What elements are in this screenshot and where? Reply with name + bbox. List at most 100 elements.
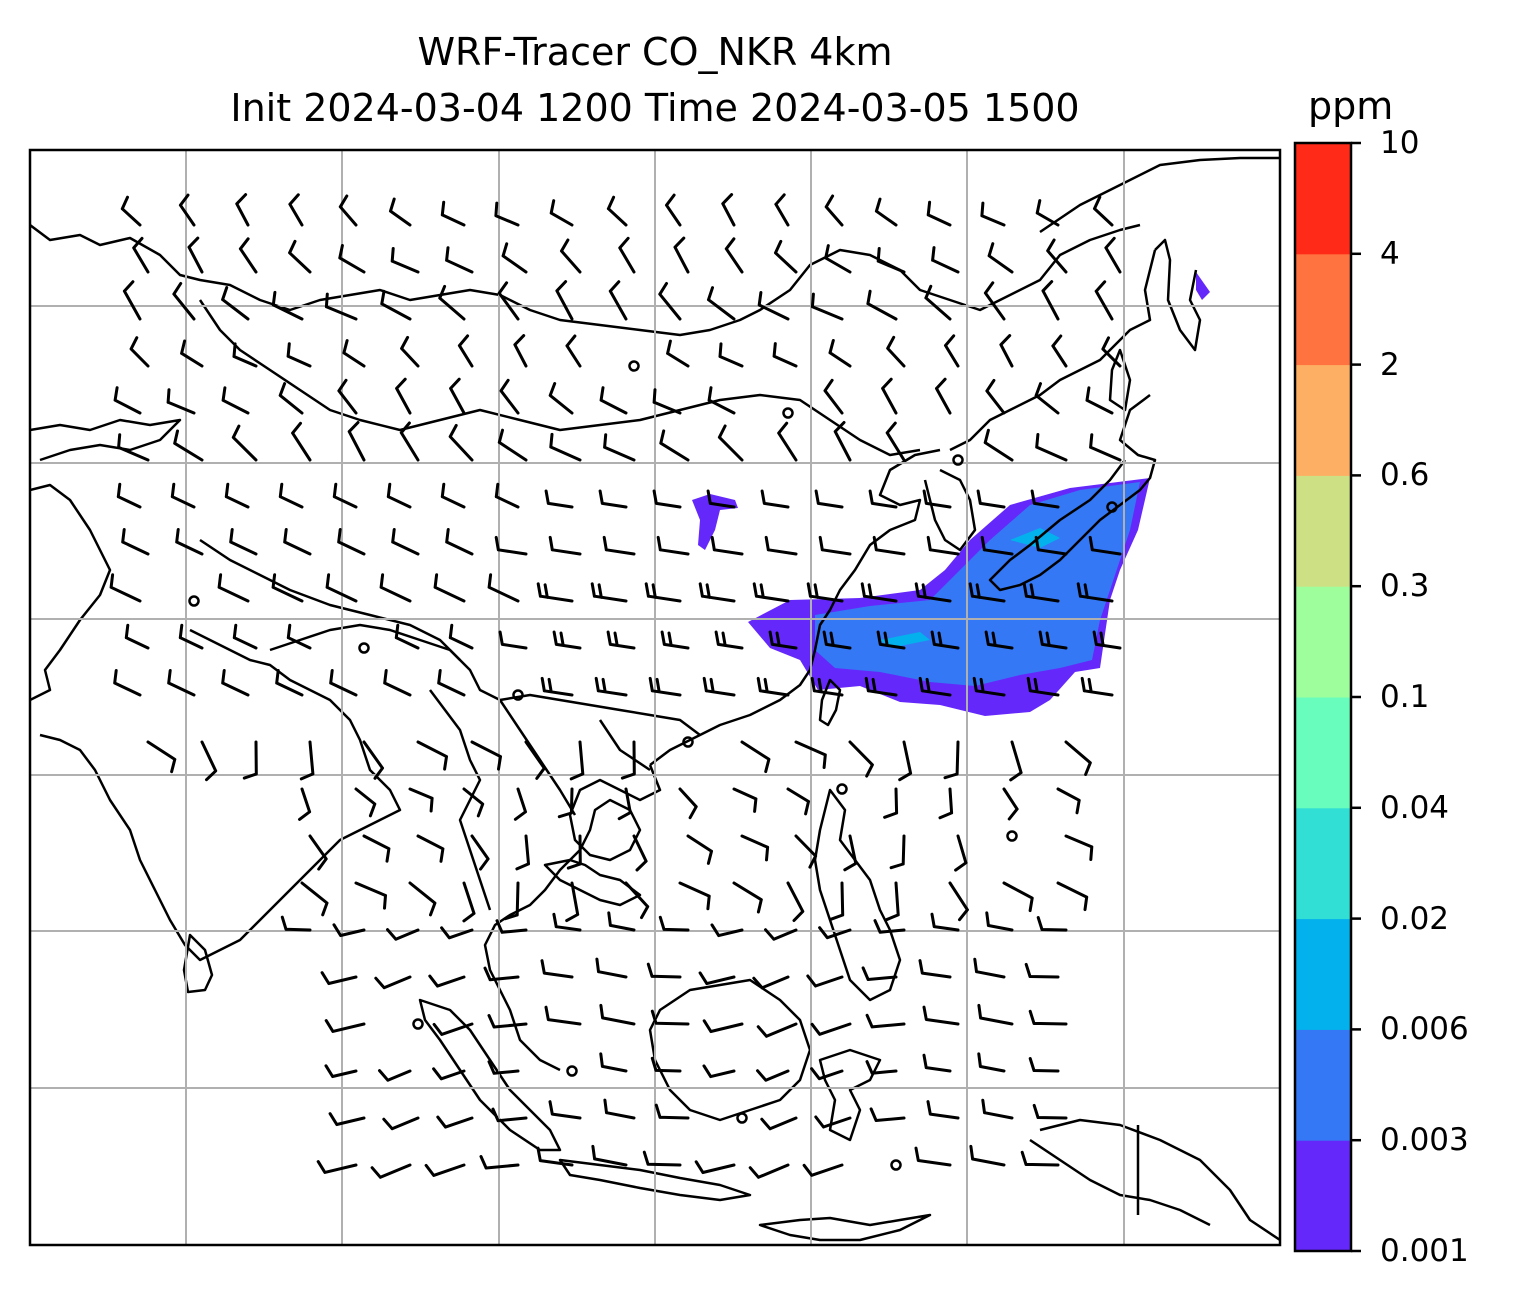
colorbar-segment <box>1295 143 1351 255</box>
wind-barb <box>624 881 650 920</box>
wind-barb <box>544 1005 582 1026</box>
plume-patch <box>692 494 738 550</box>
wind-barb <box>438 284 466 321</box>
coastline-india <box>39 628 402 962</box>
wind-barb <box>338 244 366 274</box>
wind-barb <box>889 834 906 870</box>
wind-barb <box>740 740 771 774</box>
wind-barb <box>607 911 636 932</box>
wind-barb <box>221 386 250 415</box>
wind-barb <box>1038 630 1068 650</box>
coastline-japan <box>988 394 1157 592</box>
calm-wind-marker <box>1106 501 1118 513</box>
wind-barb <box>566 834 582 870</box>
wind-barb <box>286 342 312 368</box>
wind-barb <box>428 974 466 988</box>
wind-barb <box>383 669 412 697</box>
wind-barb <box>374 975 412 990</box>
wind-barb <box>1094 280 1114 321</box>
colorbar-segment <box>1295 253 1351 366</box>
wind-barb <box>1009 740 1023 782</box>
wind-barb <box>652 489 682 509</box>
wind-barb <box>1041 280 1060 321</box>
wind-barb <box>379 573 412 603</box>
wind-barb <box>873 919 906 934</box>
wind-barb <box>864 676 898 697</box>
wind-barb <box>948 881 969 922</box>
wind-barb <box>167 669 196 697</box>
wind-barb <box>462 787 485 818</box>
wind-barb <box>557 787 574 819</box>
wind-barb <box>972 676 1006 697</box>
wind-barb <box>714 630 744 650</box>
wind-barb <box>1104 236 1122 274</box>
wind-barb <box>536 1146 574 1167</box>
wind-barb <box>548 382 574 415</box>
wind-barb <box>291 421 312 462</box>
wind-barb <box>283 528 312 556</box>
wind-barb <box>926 535 960 556</box>
wind-barb <box>378 1069 412 1082</box>
wind-barb <box>332 923 366 937</box>
coastline-sakhalin <box>1108 348 1132 412</box>
wind-barb <box>881 377 898 415</box>
wind-barb <box>985 378 1006 415</box>
wind-barb <box>764 535 798 556</box>
wind-barb <box>983 428 1014 462</box>
wind-barb <box>644 582 682 603</box>
wind-barb <box>448 623 474 650</box>
coastline-indochina <box>483 764 662 1072</box>
wind-barb <box>707 286 736 321</box>
wind-barb <box>969 1144 1006 1167</box>
wind-barb <box>200 740 218 782</box>
wind-barb <box>706 489 736 509</box>
wind-barb <box>794 834 818 869</box>
wind-barb <box>548 1100 582 1120</box>
wind-barb <box>646 962 682 979</box>
wind-barb <box>694 1160 736 1174</box>
wind-barb <box>710 535 744 556</box>
wind-barb <box>271 573 304 603</box>
colorbar-segment <box>1295 1029 1351 1141</box>
wind-barb <box>976 489 1006 509</box>
colorbar-segment <box>1295 1140 1351 1252</box>
wind-barb <box>599 1052 628 1073</box>
wind-barb <box>602 535 636 556</box>
wind-barb <box>632 834 648 872</box>
wind-barb <box>752 975 790 990</box>
wind-barb <box>1035 199 1060 227</box>
wind-barb <box>1093 195 1114 227</box>
wind-barb <box>620 740 636 780</box>
wind-barb <box>818 535 852 556</box>
wind-barb <box>497 428 528 462</box>
wind-barb <box>702 1019 744 1033</box>
wind-barb <box>116 482 142 509</box>
calm-wind-marker <box>358 642 370 654</box>
wind-barb <box>1028 1009 1068 1026</box>
wind-barb <box>173 429 204 462</box>
colorbar-tick-label: 2 <box>1380 346 1400 383</box>
wind-barb <box>229 528 258 556</box>
wind-barb <box>386 482 412 509</box>
wind-barb <box>603 1098 636 1120</box>
wind-barb <box>802 1163 844 1177</box>
wind-barb <box>660 630 690 650</box>
wind-barb <box>497 281 520 321</box>
wind-barb <box>501 242 528 274</box>
wind-barb <box>416 740 448 771</box>
wind-barb <box>503 881 520 921</box>
wind-barb <box>217 573 250 603</box>
wind-barb <box>300 881 329 917</box>
wind-barb <box>774 193 790 227</box>
wind-barb <box>922 489 952 509</box>
wind-barb <box>433 573 466 603</box>
wind-barb <box>732 881 763 914</box>
wind-barb <box>382 1116 420 1131</box>
wind-barb <box>764 928 798 941</box>
wind-barb <box>608 280 628 321</box>
wind-barb <box>235 193 250 227</box>
wind-barb <box>652 388 682 415</box>
wind-barb <box>120 195 142 227</box>
wind-barb <box>752 582 790 603</box>
wind-barb <box>980 201 1006 227</box>
